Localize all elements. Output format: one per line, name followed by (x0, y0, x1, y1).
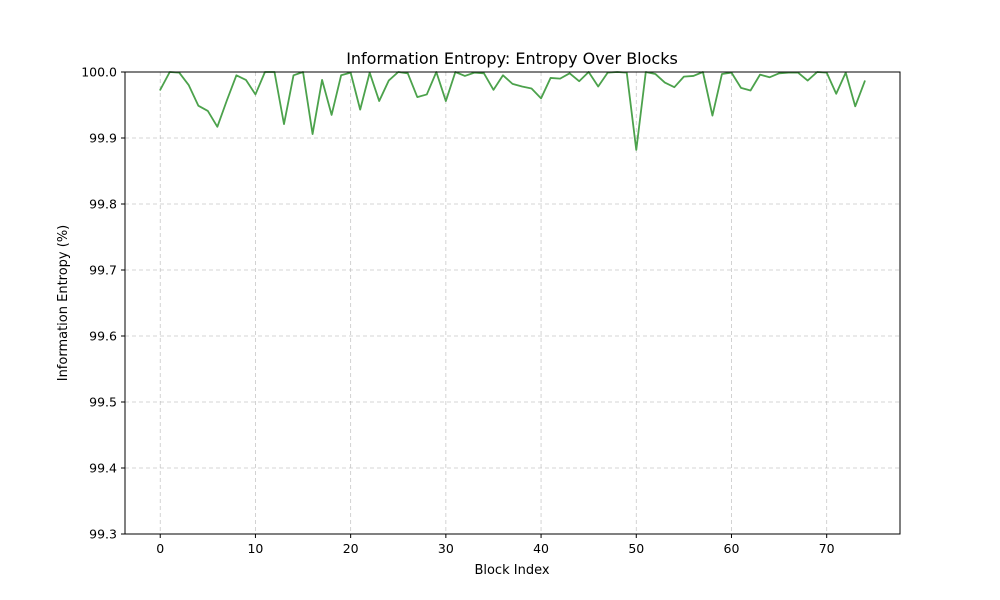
y-axis-ticks: 99.3 99.4 99.5 99.6 99.7 99.8 99.9 100.0 (81, 65, 125, 542)
x-tick-label: 60 (724, 541, 740, 556)
chart-title: Information Entropy: Entropy Over Blocks (346, 49, 678, 68)
y-tick-label: 99.3 (89, 527, 117, 542)
x-tick-label: 30 (438, 541, 454, 556)
y-tick-label: 99.7 (89, 263, 117, 278)
y-tick-label: 99.8 (89, 197, 117, 212)
y-tick-label: 99.5 (89, 395, 117, 410)
y-tick-label: 100.0 (81, 65, 117, 80)
x-tick-label: 40 (533, 541, 549, 556)
x-tick-label: 0 (156, 541, 164, 556)
y-tick-label: 99.4 (89, 461, 117, 476)
x-axis-title: Block Index (474, 563, 549, 578)
y-tick-label: 99.6 (89, 329, 117, 344)
series-group (159, 71, 866, 151)
grid-lines (125, 71, 900, 535)
x-tick-label: 20 (343, 541, 359, 556)
y-axis-title: Information Entropy (%) (56, 225, 71, 382)
x-tick-label: 10 (247, 541, 263, 556)
y-tick-label: 99.9 (89, 131, 117, 146)
series-line (159, 71, 866, 151)
x-axis-ticks: 0 10 20 30 40 50 60 70 (156, 534, 835, 556)
plot-frame (124, 71, 901, 535)
x-tick-label: 70 (819, 541, 835, 556)
x-tick-label: 50 (628, 541, 644, 556)
